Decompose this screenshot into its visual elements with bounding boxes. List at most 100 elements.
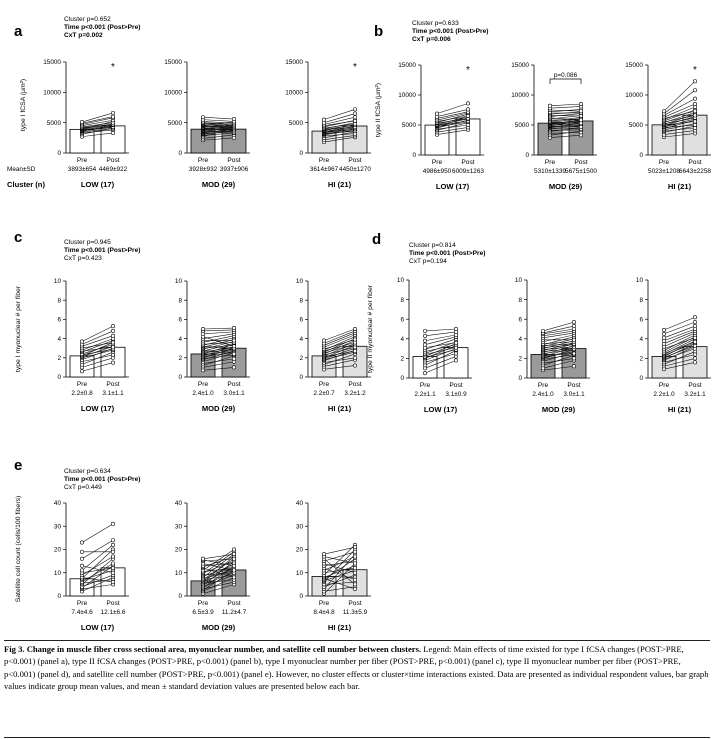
panel-d-group-3-respondent-line (663, 337, 696, 349)
panel-e-group-3-respondent-line (323, 567, 356, 574)
panel-a-group-3-pre-label: Pre (319, 157, 330, 164)
panel-b-group-1-respondent-line (436, 103, 469, 114)
panel-d-group-3-respondent-line (663, 341, 696, 354)
panel-c-group-1-respondent-line (81, 330, 114, 345)
panel-b-group-2-respondent-line (549, 125, 582, 130)
panel-d-group-3-y-tick-label: 0 (639, 375, 643, 382)
panel-c-group-3-post-point (352, 355, 357, 360)
panel-b-group-3-post-stat: 6643±2258 (679, 168, 711, 175)
panel-d-group-1-pre-point (422, 328, 427, 333)
panel-c-group-2-post-stat: 3.0±1.1 (223, 390, 245, 397)
panel-e-group-2-respondent-line (202, 553, 235, 560)
panel-a-group-2-pre-stat: 3928±932 (189, 166, 218, 173)
panel-d-group-2-respondent-line (542, 321, 575, 332)
panel-a-group-2-y-tick-label: 15000 (164, 59, 182, 66)
panel-d-group-1-post-stat: 3.1±0.9 (445, 391, 467, 398)
panel-e-group-3-respondent-line (323, 567, 356, 581)
panel-c-group-3-respondent-line (323, 330, 356, 344)
panel-c-group-1-pre-point (80, 339, 85, 344)
panel-d-group-3-y-tick-label: 6 (639, 316, 643, 323)
panel-c-group-2-respondent-line (202, 342, 235, 345)
panel-d-group-2-respondent-line (542, 343, 575, 346)
panel-b-group-2-comparison-bracket (549, 78, 582, 84)
panel-d-group-1-y-tick-label: 2 (400, 356, 404, 363)
panel-c-group-1-respondent-line (81, 325, 114, 342)
panel-a-group-1-pre-point (80, 120, 85, 125)
panel-c-group-1-cluster-label: LOW (17) (81, 404, 115, 413)
panel-e-group-2-respondent-line (202, 579, 235, 584)
panel-d-group-2-respondent-line (542, 325, 575, 334)
panel-c-group-3-y-tick-label: 8 (299, 297, 303, 304)
panel-b-group-3-respondent-line (663, 127, 696, 132)
panel-d-group-2-post-point (571, 356, 576, 361)
panel-a-ylabel: type I fCSA (μm²) (20, 79, 27, 131)
panel-d-group-2-respondent-line (542, 349, 575, 354)
panel-a-group-2-pre-point (201, 115, 206, 120)
panel-c-group-2-respondent-line (202, 345, 235, 349)
panel-a-group-3-respondent-line (323, 126, 356, 131)
panel-d-group-2-pre-label: Pre (538, 382, 549, 389)
panel-c-group-3-y-tick-label: 4 (299, 336, 303, 343)
panel-e-group-2-respondent-line (202, 563, 235, 567)
panel-d-group-1-cluster-label: LOW (17) (424, 405, 458, 414)
panel-d-group-3-y-tick-label: 10 (636, 277, 644, 284)
panel-e-group-3-respondent-line (323, 556, 356, 564)
panel-e-group-1-respondent-line (81, 584, 114, 590)
panel-c-group-2-y-tick-label: 8 (178, 297, 182, 304)
panel-c-group-3-respondent-line (323, 334, 356, 348)
panel-d-group-1-respondent-line (424, 349, 457, 358)
panel-a-stat-line: CxT p=0.002 (64, 32, 103, 39)
panel-c-group-1-post-point (111, 360, 116, 365)
panel-a-row-label-mean-sd: Mean±SD (7, 166, 36, 173)
panel-e-group-3-respondent-line (323, 570, 356, 582)
panel-d-group-1-y-tick-label: 10 (397, 277, 405, 284)
panel-c-group-1-post-label: Post (106, 381, 119, 388)
panel-e-group-1-respondent-line (81, 565, 114, 574)
panel-e-group-1-respondent-line (81, 544, 114, 571)
panel-a-group-1-y-tick-label: 5000 (47, 120, 62, 127)
panel-a-group-3-respondent-line (323, 133, 356, 137)
panel-e-group-1-post-point (111, 549, 116, 554)
panel-a-group-1-respondent-line (81, 125, 114, 131)
panel-a-group-3-y-tick-label: 10000 (285, 90, 303, 97)
panel-d-group-3-pre-point (661, 331, 666, 336)
panel-d-group-3-pre-point (661, 327, 666, 332)
panel-b-group-3-post-point (692, 79, 697, 84)
panel-d-group-1-y-tick-label: 0 (400, 375, 404, 382)
panel-e-group-2-post-stat: 11.2±4.7 (222, 609, 247, 616)
panel-e-group-1-post-point (111, 570, 116, 575)
panel-a-group-1-respondent-line (81, 124, 114, 128)
panel-a-group-3-y-tick-label: 15000 (285, 59, 303, 66)
panel-e-group-3-post-point (352, 570, 357, 575)
panel-d-group-2-respondent-line (542, 332, 575, 339)
panel-d-group-1-respondent-line (424, 360, 457, 374)
panel-a-group-2-respondent-line (202, 130, 235, 133)
panel-e-group-3-post-point (352, 554, 357, 559)
panel-a-group-3-post-point (352, 115, 357, 120)
panel-a-group-1-respondent-line (81, 112, 114, 123)
panel-e-group-2-respondent-line (202, 570, 235, 579)
panel-b-group-1-respondent-line (436, 118, 469, 126)
caption-bottom-rule (4, 737, 710, 738)
panel-a-group-3-respondent-line (323, 122, 356, 130)
panel-e-group-2-post-point (232, 568, 237, 573)
panel-a-group-1-y-tick-label: 15000 (43, 59, 61, 66)
panel-d-group-3-post-stat: 3.2±1.1 (684, 391, 706, 398)
panel-b-group-3-post-point (692, 109, 697, 114)
panel-e-letter: e (14, 457, 22, 474)
panel-d-group-1-pre-point (422, 338, 427, 343)
panel-e-group-2-respondent-line (202, 570, 235, 591)
panel-d-group-2-respondent-line (542, 354, 575, 360)
panel-e-group-3-post-point (352, 577, 357, 582)
panel-a-group-1-post-point (111, 110, 116, 115)
panel-b-letter: b (374, 23, 383, 40)
panel-b-group-3-respondent-line (663, 103, 696, 118)
panel-a-group-3-respondent-line (323, 135, 356, 140)
panel-d-group-2-pre-point (540, 328, 545, 333)
panel-e-group-1-y-tick-label: 10 (54, 570, 62, 577)
panel-c-group-1-post-point (111, 352, 116, 357)
panel-b-group-3-respondent-line (663, 98, 696, 116)
panel-c-group-1-y-tick-label: 4 (57, 336, 61, 343)
panel-a-group-1-respondent-line (81, 116, 114, 124)
panel-e-group-2-pre-label: Pre (198, 600, 209, 607)
